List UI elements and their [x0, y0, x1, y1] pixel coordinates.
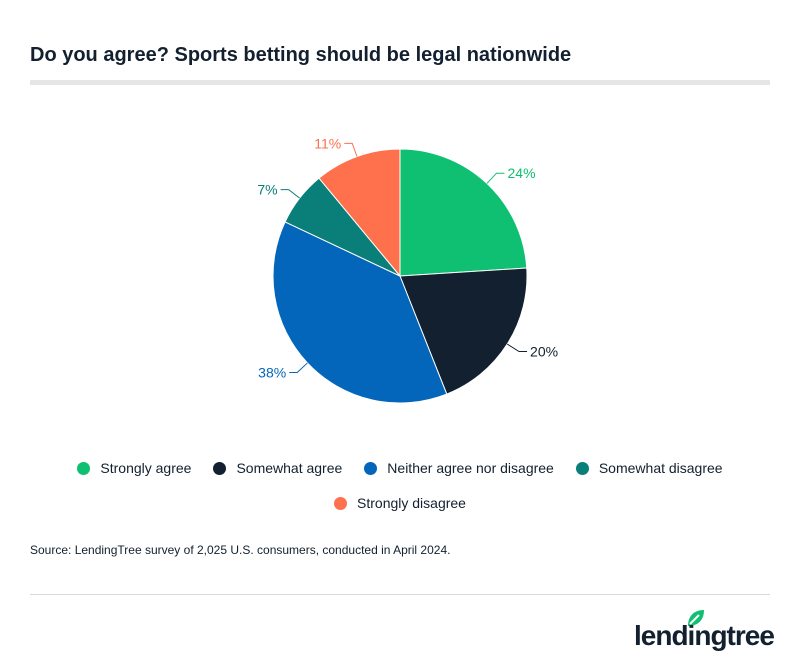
pie-slice-strongly-agree [399, 148, 528, 277]
leader-line [344, 142, 358, 157]
logo-text: lendingtree [634, 620, 775, 651]
data-label: 24% [508, 165, 536, 181]
legend-label: Somewhat disagree [598, 460, 723, 476]
pie-slice-neither-agree-nor-disagree [272, 221, 448, 404]
pie-slice-somewhat-agree [399, 267, 528, 395]
legend-item: Somewhat agree [213, 460, 342, 476]
title-divider [30, 80, 770, 85]
pie-slice-strongly-disagree [318, 148, 401, 278]
legend-swatch [77, 461, 91, 475]
legend-item: Neither agree nor disagree [364, 460, 554, 476]
legend-swatch [575, 461, 589, 475]
data-label: 20% [530, 344, 558, 360]
leader-line [486, 172, 505, 184]
chart-title: Do you agree? Sports betting should be l… [30, 44, 572, 66]
legend-item: Somewhat disagree [575, 460, 723, 476]
leader-line [506, 343, 528, 353]
legend-swatch [334, 496, 348, 510]
legend-swatch [364, 461, 378, 475]
leader-line [280, 189, 300, 199]
legend-item: Strongly disagree [334, 495, 466, 511]
pie-chart: 24% 20% 38% 7% 11% [257, 135, 558, 404]
legend-label: Somewhat agree [236, 460, 343, 476]
data-label: 7% [257, 182, 277, 198]
legend-swatch [213, 461, 227, 475]
legend-item: Strongly agree [77, 460, 191, 476]
legend-label: Strongly agree [100, 460, 192, 476]
footer-divider [30, 594, 770, 595]
source-note: Source: LendingTree survey of 2,025 U.S.… [30, 543, 451, 557]
legend-row-2: Strongly disagree [0, 495, 800, 511]
legend-row-1: Strongly agree Somewhat agree Neither agre… [0, 460, 800, 476]
leaf-icon [688, 610, 704, 626]
legend-label: Neither agree nor disagree [387, 460, 554, 476]
data-label: 38% [258, 365, 286, 381]
leader-line [289, 362, 308, 374]
data-label: 11% [314, 135, 341, 151]
lendingtree-logo: lendingtree [634, 606, 775, 656]
legend-label: Strongly disagree [357, 495, 466, 511]
